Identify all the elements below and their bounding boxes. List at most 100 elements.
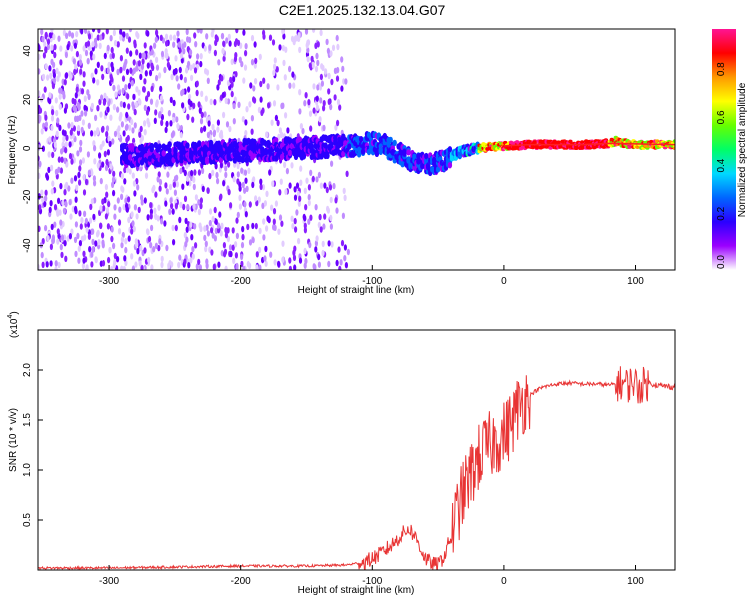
noise-speckle [193, 223, 197, 230]
noise-speckle [186, 175, 190, 182]
noise-speckle [316, 84, 320, 91]
x-tick-label: -200 [231, 576, 251, 587]
noise-speckle [124, 197, 128, 204]
noise-speckle [121, 87, 125, 95]
noise-speckle [103, 150, 107, 158]
noise-speckle [272, 208, 277, 215]
noise-speckle [49, 72, 53, 80]
noise-speckle [222, 111, 226, 119]
noise-speckle [121, 75, 126, 82]
colorbar-label: Normalized spectral amplitude [737, 82, 748, 217]
noise-speckle [318, 213, 322, 221]
noise-speckle [250, 115, 254, 122]
noise-speckle [189, 221, 193, 228]
noise-speckle [203, 125, 207, 132]
noise-speckle [150, 85, 154, 93]
noise-speckle [335, 34, 339, 42]
noise-speckle [210, 227, 214, 234]
ridge-mark [412, 153, 417, 160]
noise-speckle [172, 34, 177, 41]
noise-speckle [131, 265, 135, 270]
noise-speckle [341, 65, 345, 73]
x-tick-label: 100 [627, 276, 644, 287]
noise-speckle [323, 213, 327, 220]
noise-speckle [167, 110, 171, 117]
noise-speckle [188, 93, 192, 101]
noise-speckle [143, 129, 147, 136]
noise-speckle [137, 97, 141, 105]
noise-speckle [187, 262, 191, 269]
noise-speckle [87, 122, 91, 129]
noise-speckle [113, 204, 117, 211]
noise-speckle [60, 251, 64, 259]
noise-speckle [128, 29, 133, 33]
noise-speckle [232, 176, 236, 183]
noise-speckle [113, 213, 117, 220]
noise-speckle [104, 183, 108, 191]
noise-speckle [41, 238, 45, 245]
noise-speckle [120, 121, 124, 128]
noise-speckle [150, 224, 154, 232]
noise-speckle [127, 216, 131, 224]
noise-speckle [278, 214, 283, 221]
noise-speckle [93, 145, 97, 152]
snr-multiplier-exp: 4 [7, 315, 14, 319]
noise-speckle [63, 240, 67, 247]
noise-speckle [94, 240, 98, 247]
noise-speckle [310, 55, 314, 63]
noise-speckle [120, 185, 124, 192]
noise-speckle [154, 109, 158, 116]
noise-speckle [77, 124, 81, 132]
noise-speckle [304, 257, 308, 265]
noise-speckle [80, 217, 84, 224]
noise-speckle [186, 203, 190, 211]
noise-speckle [234, 252, 238, 259]
noise-speckle [154, 191, 158, 198]
noise-speckle [157, 204, 161, 211]
noise-speckle [316, 41, 320, 48]
noise-speckle [169, 197, 173, 204]
noise-speckle [105, 191, 109, 198]
noise-speckle [299, 123, 303, 130]
noise-speckle [156, 176, 160, 183]
noise-speckle [139, 245, 143, 252]
noise-speckle [41, 145, 46, 152]
colorbar-tick-label: 0.8 [716, 62, 727, 76]
noise-speckle [78, 210, 82, 217]
noise-speckle [295, 209, 299, 216]
noise-speckle [251, 181, 255, 189]
noise-speckle [150, 264, 154, 270]
noise-speckle [94, 68, 98, 75]
noise-speckle [48, 92, 52, 99]
noise-speckle [198, 222, 202, 229]
noise-speckle [266, 83, 270, 90]
noise-speckle [130, 118, 134, 126]
noise-speckle [343, 255, 347, 262]
noise-speckle [254, 222, 258, 230]
noise-speckle [50, 115, 55, 122]
noise-speckle [116, 68, 120, 76]
noise-speckle [101, 260, 106, 267]
noise-speckle [282, 33, 286, 40]
colorbar-tick-label: 0.6 [716, 110, 727, 124]
noise-speckle [101, 232, 105, 239]
snr-y-axis: 0.5 1.0 1.5 2.0 [22, 363, 43, 527]
noise-speckle [220, 75, 224, 82]
noise-speckle [71, 206, 75, 213]
noise-speckle [92, 175, 96, 182]
noise-speckle [139, 73, 143, 81]
noise-speckle [292, 254, 297, 261]
noise-speckle [149, 208, 153, 215]
ridge-mark [339, 139, 344, 146]
noise-speckle [255, 251, 259, 258]
noise-speckle [338, 265, 342, 270]
noise-speckle [125, 111, 129, 119]
noise-speckle [127, 235, 131, 242]
noise-speckle [43, 41, 47, 48]
noise-speckle [215, 171, 219, 179]
noise-speckle [149, 242, 153, 249]
noise-speckle [148, 69, 153, 77]
noise-speckle [208, 208, 213, 215]
noise-speckle [225, 37, 229, 44]
noise-speckle [114, 91, 118, 98]
